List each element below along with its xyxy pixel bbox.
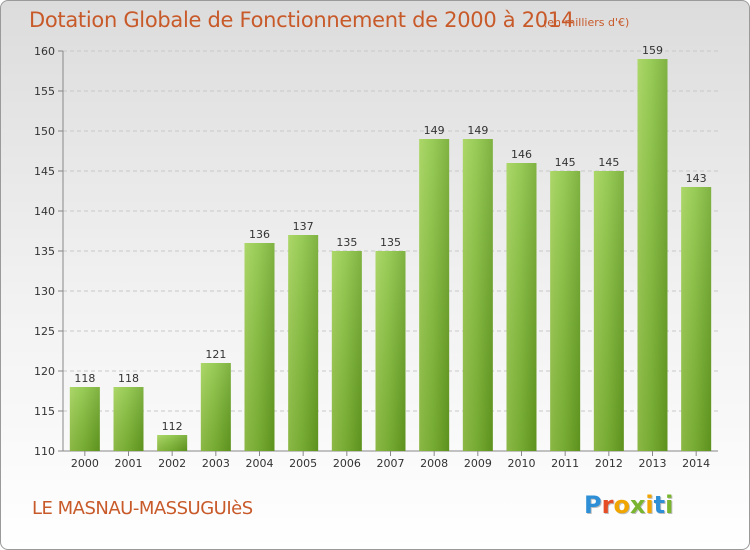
y-tick-label: 160: [34, 45, 55, 58]
y-tick-label: 120: [34, 365, 55, 378]
x-tick-label: 2008: [420, 457, 448, 470]
bar-value-label: 146: [511, 148, 532, 161]
chart-unit-note: (en milliers d'€): [543, 16, 630, 29]
x-tick-label: 2005: [289, 457, 317, 470]
x-tick-label: 2010: [508, 457, 536, 470]
bar-shade: [157, 435, 188, 451]
bar-shade: [506, 163, 537, 451]
x-tick-label: 2013: [639, 457, 667, 470]
bar-value-label: 135: [336, 236, 357, 249]
logo-letter: o: [613, 491, 630, 519]
bar-value-label: 143: [686, 172, 707, 185]
bar-value-label: 135: [380, 236, 401, 249]
bar-shade: [200, 363, 231, 451]
chart-title: Dotation Globale de Fonctionnement de 20…: [29, 8, 574, 32]
y-tick-label: 125: [34, 325, 55, 338]
x-tick-label: 2009: [464, 457, 492, 470]
logo-letter: i: [665, 491, 674, 519]
x-tick-label: 2001: [115, 457, 143, 470]
bar-value-label: 118: [74, 372, 95, 385]
bar-shade: [593, 171, 624, 451]
x-tick-label: 2000: [71, 457, 99, 470]
x-tick-label: 2011: [551, 457, 579, 470]
bar-shade: [637, 59, 668, 451]
y-tick-label: 135: [34, 245, 55, 258]
bar-shade: [681, 187, 712, 451]
bar-value-label: 145: [598, 156, 619, 169]
bar-value-label: 145: [555, 156, 576, 169]
x-tick-label: 2014: [682, 457, 710, 470]
logo-letter: x: [629, 491, 646, 519]
bar-value-label: 112: [162, 420, 183, 433]
bar-shade: [550, 171, 581, 451]
proxiti-logo: Proxiti: [584, 491, 673, 519]
x-tick-label: 2004: [246, 457, 274, 470]
logo-letter: t: [653, 491, 666, 519]
bar-shade: [419, 139, 450, 451]
y-tick-label: 155: [34, 85, 55, 98]
bar-shade: [113, 387, 144, 451]
bar-shade: [331, 251, 362, 451]
y-tick-label: 145: [34, 165, 55, 178]
bar-shade: [69, 387, 100, 451]
bar-value-label: 121: [205, 348, 226, 361]
bar-shade: [288, 235, 319, 451]
bar-value-label: 137: [293, 220, 314, 233]
y-tick-label: 130: [34, 285, 55, 298]
y-tick-label: 150: [34, 125, 55, 138]
logo-letter: i: [645, 491, 654, 519]
bar-shade: [244, 243, 275, 451]
x-tick-label: 2007: [377, 457, 405, 470]
logo-letter: P: [584, 491, 602, 519]
y-tick-label: 110: [34, 445, 55, 458]
logo-letter: r: [601, 491, 614, 519]
bar-value-label: 149: [424, 124, 445, 137]
bar-value-label: 118: [118, 372, 139, 385]
x-tick-label: 2012: [595, 457, 623, 470]
y-tick-label: 140: [34, 205, 55, 218]
bar-value-label: 149: [467, 124, 488, 137]
y-tick-label: 115: [34, 405, 55, 418]
bar-shade: [462, 139, 493, 451]
bar-value-label: 159: [642, 44, 663, 57]
place-name: LE MASNAU-MASSUGUIèS: [32, 498, 253, 519]
x-tick-label: 2003: [202, 457, 230, 470]
bar-shade: [375, 251, 406, 451]
x-tick-label: 2002: [158, 457, 186, 470]
x-tick-label: 2006: [333, 457, 361, 470]
bar-value-label: 136: [249, 228, 270, 241]
